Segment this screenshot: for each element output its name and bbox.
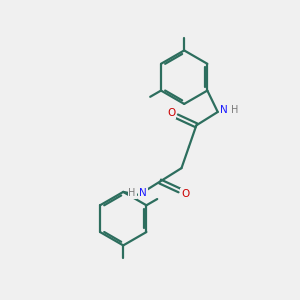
Text: H: H [128, 188, 136, 198]
Text: O: O [181, 189, 190, 199]
Text: N: N [139, 188, 147, 198]
Text: O: O [167, 108, 175, 118]
Text: N: N [220, 106, 228, 116]
Text: H: H [231, 106, 239, 116]
